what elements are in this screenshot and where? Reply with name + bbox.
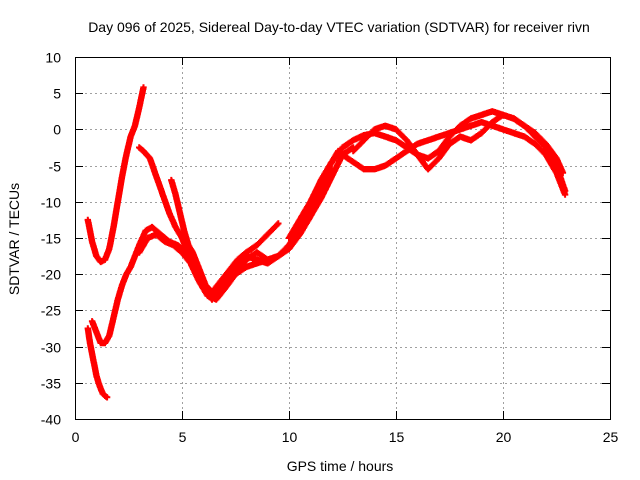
x-tick-label: 15 bbox=[389, 429, 405, 445]
y-tick-label: 10 bbox=[45, 50, 61, 66]
x-tick-label: 5 bbox=[179, 429, 187, 445]
y-tick-label: -5 bbox=[49, 159, 62, 175]
chart-title: Day 096 of 2025, Sidereal Day-to-day VTE… bbox=[88, 19, 590, 35]
series-arc-2 bbox=[84, 325, 111, 401]
series-arc-8 bbox=[339, 119, 569, 198]
y-axis-label: SDTVAR / TECUs bbox=[6, 183, 22, 295]
grid-lines bbox=[75, 57, 610, 419]
y-tick-label: -35 bbox=[41, 376, 61, 392]
y-tick-label: -40 bbox=[41, 412, 61, 428]
series-arc-5 bbox=[168, 176, 282, 296]
series-arc-9 bbox=[350, 111, 567, 176]
plot-frame bbox=[75, 57, 611, 420]
y-tick-label: -30 bbox=[41, 340, 61, 356]
x-tick-label: 10 bbox=[282, 429, 298, 445]
y-tick-label: 0 bbox=[53, 122, 61, 138]
x-tick-label: 0 bbox=[72, 429, 80, 445]
series-arc-6 bbox=[136, 144, 357, 303]
y-tick-label: -10 bbox=[41, 195, 61, 211]
y-tick-label: 5 bbox=[53, 86, 61, 102]
x-tick-label: 20 bbox=[496, 429, 512, 445]
x-tick-label: 25 bbox=[603, 429, 619, 445]
tick-labels: 0 5 10 15 20 25 -40 -35 -30 -25 -20 -15 -10 -5 0 5 10 bbox=[41, 50, 619, 446]
y-tick-label: -15 bbox=[41, 231, 61, 247]
series-arc-1 bbox=[84, 84, 147, 266]
data-series bbox=[84, 84, 569, 401]
y-tick-label: -25 bbox=[41, 303, 61, 319]
x-axis-label: GPS time / hours bbox=[287, 458, 394, 474]
y-tick-label: -20 bbox=[41, 267, 61, 283]
